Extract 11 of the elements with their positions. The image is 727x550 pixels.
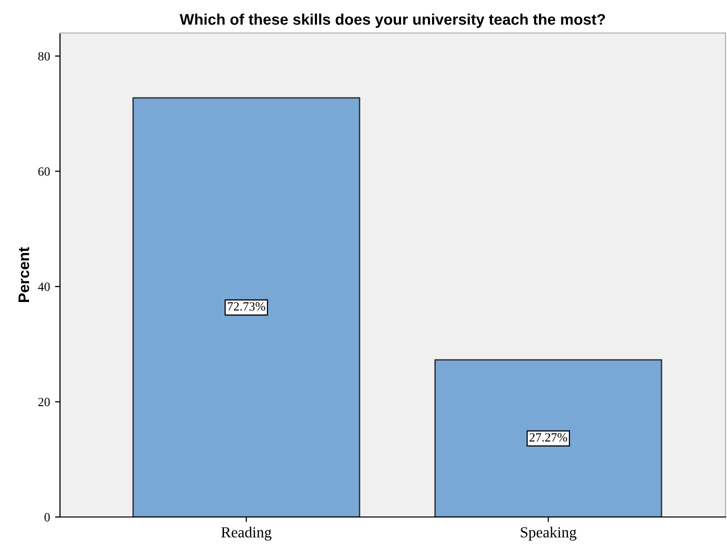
x-tick-label: Speaking	[520, 526, 576, 541]
data-label: 27.27%	[530, 433, 568, 442]
data-label: 72.73%	[228, 302, 266, 311]
x-tick-label: Reading	[221, 526, 272, 541]
y-tick-label: 20	[38, 398, 50, 406]
y-tick-label: 80	[38, 52, 50, 61]
y-axis-title: Percent	[18, 247, 30, 302]
y-tick-label: 40	[38, 282, 50, 291]
y-tick-label: 60	[38, 167, 50, 176]
chart-title: Which of these skills does your university teach the most?	[180, 14, 605, 28]
y-tick-label: 0	[44, 513, 50, 522]
